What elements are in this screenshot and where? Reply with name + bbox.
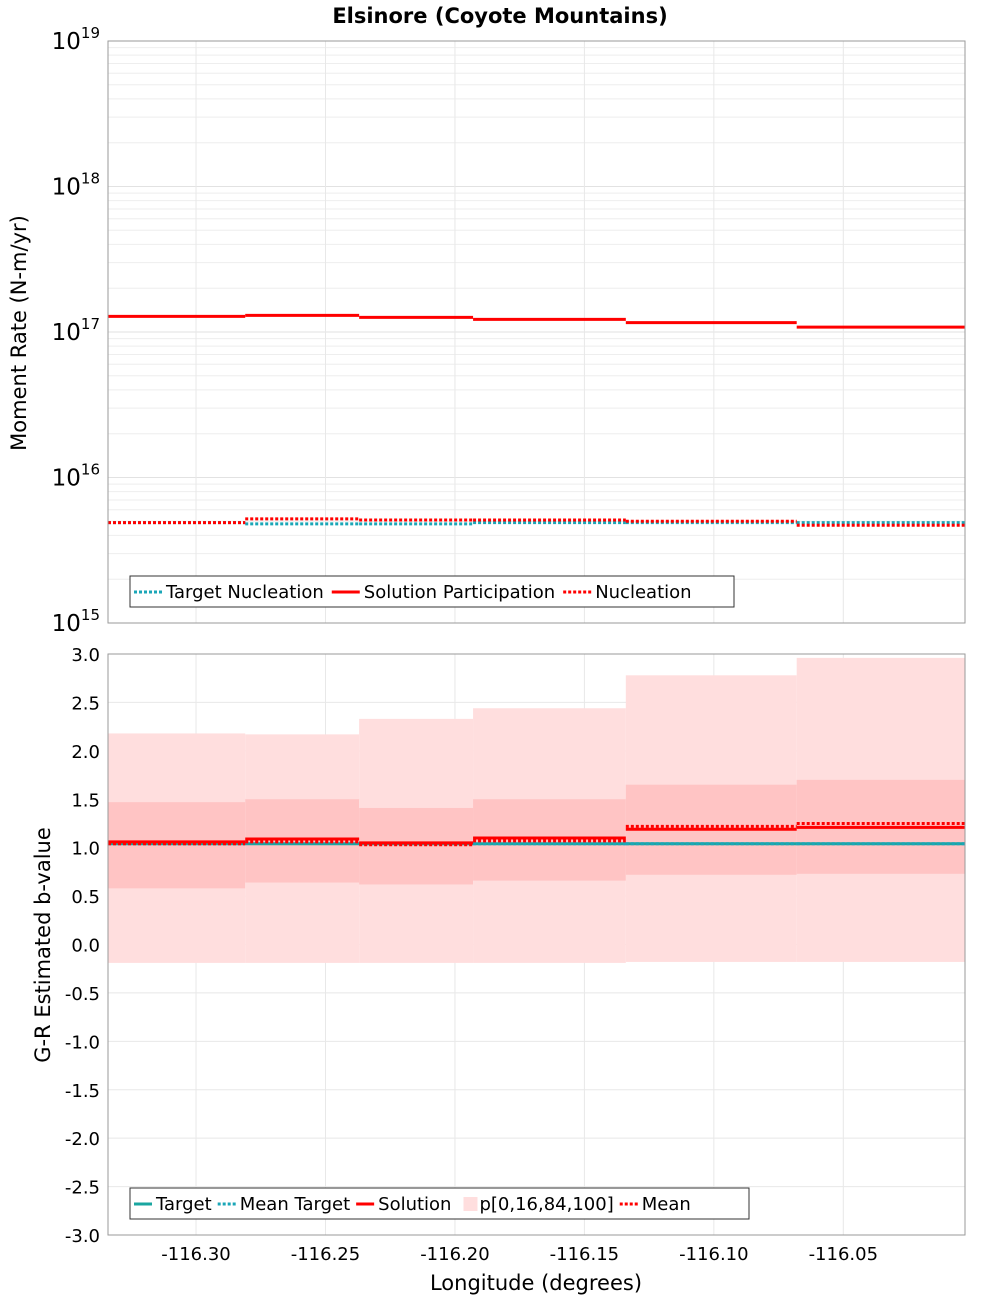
longitude-x-ticks: -116.30 -116.25 -116.20 -116.15 -116.10 -116.… <box>161 1244 878 1265</box>
y-tick-label: -1.0 <box>65 1032 100 1053</box>
y-tick-label: 1.0 <box>71 839 100 860</box>
y-tick-label: 1017 <box>52 315 100 346</box>
x-tick-label: -116.05 <box>809 1244 878 1265</box>
legend-box <box>129 575 735 608</box>
x-tick-label: -116.30 <box>161 1244 230 1265</box>
x-tick-label: -116.25 <box>291 1244 360 1265</box>
x-tick-label: -116.20 <box>420 1244 489 1265</box>
y-tick-label: 0.0 <box>71 936 100 957</box>
y-tick-label: -1.5 <box>65 1081 100 1102</box>
y-tick-label: 0.5 <box>71 887 100 908</box>
x-tick-label: -116.10 <box>679 1244 748 1265</box>
b-value-plot-frame <box>107 653 966 1236</box>
b-value-y-ticks: -3.0 -2.5 -2.0 -1.5 -1.0 -0.5 0.0 0.5 1.0 1.5 2.0 2… <box>65 645 100 1247</box>
series-mean <box>108 821 965 847</box>
chart-title: Elsinore (Coyote Mountains) <box>332 4 667 28</box>
y-tick-label: 2.5 <box>71 693 100 714</box>
y-tick-label: 1015 <box>52 606 100 637</box>
series-nucleation <box>108 517 965 527</box>
y-tick-label: 3.0 <box>71 645 100 666</box>
b-value-plot: -3.0 -2.5 -2.0 -1.5 -1.0 -0.5 0.0 0.5 1.0 1.5 2.0 2… <box>31 645 966 1295</box>
legend-label: Solution Participation <box>364 582 555 603</box>
y-tick-label: -2.0 <box>65 1129 100 1150</box>
y-tick-label: 2.0 <box>71 742 100 763</box>
legend-label: Solution <box>378 1194 451 1215</box>
moment-rate-grid <box>108 41 965 624</box>
y-tick-label: 1.5 <box>71 790 100 811</box>
legend-label: Target <box>155 1194 212 1215</box>
y-tick-label: 1019 <box>52 24 100 55</box>
legend-label: Nucleation <box>595 582 691 603</box>
y-tick-label: -2.5 <box>65 1178 100 1199</box>
moment-rate-y-ticks: 1015 1016 1017 1018 1019 <box>52 24 100 637</box>
b-value-legend: Target Mean Target Solution p[0,16,84,100] M… <box>129 1187 750 1220</box>
moment-rate-plot: 1015 1016 1017 1018 1019 Moment Rate (N-m/yr… <box>7 24 966 637</box>
moment-rate-legend: Target Nucleation Solution Participation N… <box>129 575 735 608</box>
moment-rate-plot-frame <box>107 40 966 624</box>
series-solution <box>108 825 965 845</box>
x-axis-label: Longitude (degrees) <box>430 1271 642 1295</box>
legend-label: Target Nucleation <box>165 582 324 603</box>
moment-rate-series <box>108 313 965 527</box>
legend-swatch <box>463 1197 478 1211</box>
x-tick-label: -116.15 <box>550 1244 619 1265</box>
legend-label: Mean Target <box>240 1194 350 1215</box>
y-tick-label: -3.0 <box>65 1226 100 1247</box>
series-solution-participation <box>108 313 965 329</box>
b-value-series <box>108 821 965 847</box>
y-tick-label: -0.5 <box>65 984 100 1005</box>
legend-label: p[0,16,84,100] <box>479 1194 613 1215</box>
y-tick-label: 1016 <box>52 461 100 492</box>
y-tick-label: 1018 <box>52 170 100 201</box>
legend-label: Mean <box>642 1194 691 1215</box>
b-value-y-axis-label: G-R Estimated b-value <box>31 827 55 1063</box>
moment-rate-y-axis-label: Moment Rate (N-m/yr) <box>7 215 31 451</box>
